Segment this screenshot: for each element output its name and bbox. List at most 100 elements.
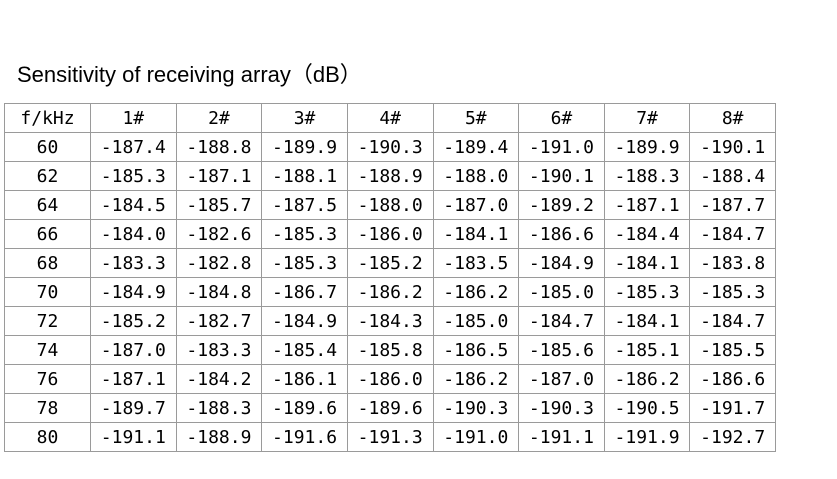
sensitivity-cell: -182.7 — [175, 306, 263, 336]
sensitivity-cell: -187.7 — [689, 190, 776, 220]
sensitivity-cell: -191.0 — [518, 132, 605, 162]
frequency-cell: 62 — [4, 161, 91, 191]
sensitivity-cell: -191.1 — [518, 422, 605, 452]
sensitivity-cell: -186.6 — [689, 364, 776, 394]
sensitivity-cell: -191.0 — [432, 422, 520, 452]
table-row: 74 -187.0 -183.3 -185.4 -185.8 -186.5 -185.6 -1… — [4, 335, 776, 365]
sensitivity-table: f/kHz 1# 2# 3# 4# 5# 6# 7# 8# 60 -187.4 -1… — [4, 103, 776, 452]
sensitivity-cell: -188.1 — [261, 161, 348, 191]
sensitivity-cell: -187.0 — [432, 190, 520, 220]
sensitivity-cell: -185.1 — [603, 335, 691, 365]
sensitivity-cell: -182.6 — [175, 219, 263, 249]
sensitivity-cell: -186.7 — [261, 277, 348, 307]
sensitivity-cell: -185.3 — [603, 277, 691, 307]
sensitivity-cell: -188.9 — [346, 161, 434, 191]
column-header: 7# — [603, 103, 691, 133]
sensitivity-cell: -187.0 — [90, 335, 177, 365]
sensitivity-cell: -185.3 — [689, 277, 776, 307]
sensitivity-cell: -184.3 — [346, 306, 434, 336]
column-header: f/kHz — [4, 103, 91, 133]
sensitivity-cell: -186.2 — [432, 277, 520, 307]
table-row: 72 -185.2 -182.7 -184.9 -184.3 -185.0 -184.7 -1… — [4, 306, 776, 336]
column-header: 6# — [518, 103, 605, 133]
sensitivity-cell: -184.9 — [261, 306, 348, 336]
sensitivity-cell: -191.6 — [261, 422, 348, 452]
frequency-cell: 70 — [4, 277, 91, 307]
sensitivity-cell: -184.1 — [603, 306, 691, 336]
sensitivity-cell: -190.5 — [603, 393, 691, 423]
sensitivity-cell: -189.7 — [90, 393, 177, 423]
sensitivity-cell: -191.9 — [603, 422, 691, 452]
frequency-cell: 60 — [4, 132, 91, 162]
sensitivity-cell: -183.3 — [175, 335, 263, 365]
sensitivity-cell: -183.8 — [689, 248, 776, 278]
sensitivity-cell: -184.7 — [689, 219, 776, 249]
frequency-cell: 78 — [4, 393, 91, 423]
frequency-cell: 74 — [4, 335, 91, 365]
frequency-cell: 72 — [4, 306, 91, 336]
sensitivity-cell: -192.7 — [689, 422, 776, 452]
sensitivity-cell: -186.0 — [346, 219, 434, 249]
column-header: 5# — [432, 103, 520, 133]
table-row: 68 -183.3 -182.8 -185.3 -185.2 -183.5 -184.9 -1… — [4, 248, 776, 278]
sensitivity-cell: -186.2 — [432, 364, 520, 394]
sensitivity-cell: -189.9 — [603, 132, 691, 162]
sensitivity-cell: -185.3 — [90, 161, 177, 191]
table-row: 76 -187.1 -184.2 -186.1 -186.0 -186.2 -187.0 -1… — [4, 364, 776, 394]
sensitivity-cell: -185.7 — [175, 190, 263, 220]
sensitivity-cell: -184.7 — [689, 306, 776, 336]
column-header: 1# — [90, 103, 177, 133]
sensitivity-cell: -188.3 — [175, 393, 263, 423]
sensitivity-cell: -184.5 — [90, 190, 177, 220]
sensitivity-cell: -189.6 — [346, 393, 434, 423]
sensitivity-cell: -191.3 — [346, 422, 434, 452]
sensitivity-cell: -186.1 — [261, 364, 348, 394]
sensitivity-cell: -184.1 — [432, 219, 520, 249]
sensitivity-cell: -187.1 — [175, 161, 263, 191]
sensitivity-cell: -188.9 — [175, 422, 263, 452]
frequency-cell: 68 — [4, 248, 91, 278]
sensitivity-cell: -189.9 — [261, 132, 348, 162]
header-row: f/kHz 1# 2# 3# 4# 5# 6# 7# 8# — [4, 103, 776, 133]
sensitivity-cell: -190.1 — [689, 132, 776, 162]
table-row: 78 -189.7 -188.3 -189.6 -189.6 -190.3 -190.3 -1… — [4, 393, 776, 423]
sensitivity-cell: -185.0 — [518, 277, 605, 307]
sensitivity-cell: -187.1 — [603, 190, 691, 220]
column-header: 2# — [175, 103, 263, 133]
sensitivity-cell: -189.4 — [432, 132, 520, 162]
sensitivity-cell: -188.0 — [346, 190, 434, 220]
table-title: Sensitivity of receiving array（dB） — [17, 62, 362, 87]
sensitivity-cell: -184.9 — [518, 248, 605, 278]
sensitivity-cell: -184.7 — [518, 306, 605, 336]
frequency-cell: 76 — [4, 364, 91, 394]
table-body: 60 -187.4 -188.8 -189.9 -190.3 -189.4 -191.0 -1… — [4, 132, 776, 452]
frequency-cell: 80 — [4, 422, 91, 452]
sensitivity-cell: -189.2 — [518, 190, 605, 220]
sensitivity-cell: -190.3 — [432, 393, 520, 423]
sensitivity-cell: -184.8 — [175, 277, 263, 307]
sensitivity-cell: -185.2 — [90, 306, 177, 336]
sensitivity-cell: -182.8 — [175, 248, 263, 278]
sensitivity-cell: -184.9 — [90, 277, 177, 307]
sensitivity-cell: -190.3 — [518, 393, 605, 423]
sensitivity-cell: -187.5 — [261, 190, 348, 220]
sensitivity-cell: -185.3 — [261, 219, 348, 249]
sensitivity-cell: -191.7 — [689, 393, 776, 423]
sensitivity-cell: -187.0 — [518, 364, 605, 394]
frequency-cell: 66 — [4, 219, 91, 249]
table-row: 66 -184.0 -182.6 -185.3 -186.0 -184.1 -186.6 -1… — [4, 219, 776, 249]
sensitivity-cell: -184.1 — [603, 248, 691, 278]
sensitivity-cell: -183.3 — [90, 248, 177, 278]
column-header: 4# — [346, 103, 434, 133]
sensitivity-cell: -190.1 — [518, 161, 605, 191]
sensitivity-cell: -191.1 — [90, 422, 177, 452]
sensitivity-cell: -186.0 — [346, 364, 434, 394]
sensitivity-cell: -185.0 — [432, 306, 520, 336]
sensitivity-cell: -186.5 — [432, 335, 520, 365]
table-row: 80 -191.1 -188.9 -191.6 -191.3 -191.0 -191.1 -1… — [4, 422, 776, 452]
sensitivity-cell: -184.4 — [603, 219, 691, 249]
table-row: 62 -185.3 -187.1 -188.1 -188.9 -188.0 -190.1 -1… — [4, 161, 776, 191]
sensitivity-cell: -185.4 — [261, 335, 348, 365]
column-header: 3# — [261, 103, 348, 133]
sensitivity-cell: -185.3 — [261, 248, 348, 278]
